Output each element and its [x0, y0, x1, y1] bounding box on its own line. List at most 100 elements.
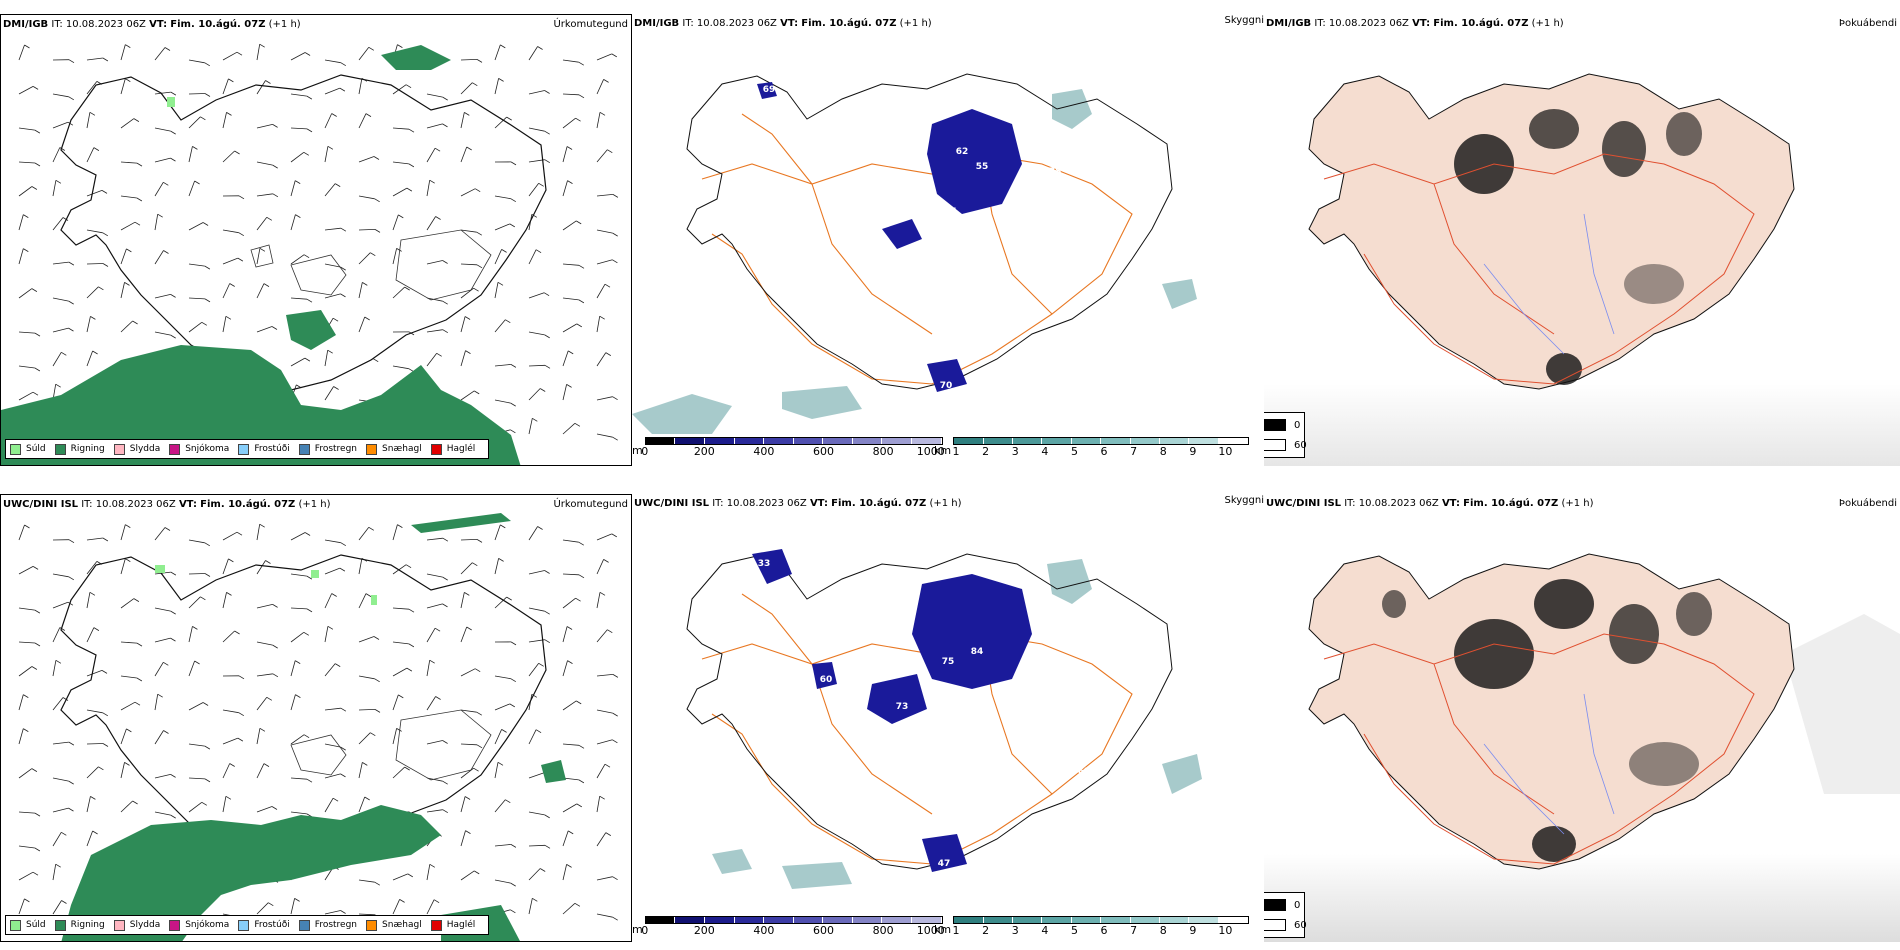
wind-barb [52, 573, 69, 578]
wind-barb-flag [567, 660, 573, 664]
wind-barb [188, 297, 206, 300]
wind-barb-flag [67, 601, 74, 606]
wind-barb-flag [398, 214, 404, 219]
wind-barb-flag [23, 248, 29, 252]
vis-label: 67 [1062, 332, 1075, 342]
wind-barb [494, 596, 507, 609]
vis-label: 170 [1091, 637, 1110, 647]
fog-title: Þokuábendi [1838, 498, 1897, 509]
wind-barb [426, 660, 431, 677]
wind-barb-flag [544, 130, 550, 135]
wind-barb [18, 566, 34, 575]
wind-barb-flag [294, 660, 301, 664]
wind-barb-flag [476, 264, 483, 269]
wind-barb-flag [237, 257, 244, 262]
visibility-title: Skyggni [1224, 15, 1264, 26]
wind-barb [392, 286, 405, 299]
wind-barb-flag [225, 795, 232, 800]
wind-barb-flag [544, 639, 551, 644]
wind-barb [86, 743, 104, 745]
wind-barb-flag [578, 744, 585, 749]
wind-barb-flag [272, 124, 278, 128]
wind-barb-flag [605, 832, 612, 836]
wind-barb-flag [238, 195, 245, 200]
scale-tick: 8 [1159, 445, 1167, 458]
vis-label: 75 [942, 657, 955, 667]
fog-panel-row2: UWC/DINI ISL IT: 10.08.2023 06Z VT: Fim.… [1264, 494, 1900, 942]
wind-barb [426, 297, 443, 302]
wind-barb [562, 743, 580, 746]
wind-barb-flag [539, 388, 546, 392]
wind-barb-flag [442, 260, 448, 264]
wind-barb-flag [31, 768, 38, 772]
wind-barb [460, 709, 477, 713]
model-name: DMI/IGB [634, 18, 680, 29]
wind-barb [426, 537, 443, 541]
init-time: 10.08.2023 06Z [726, 498, 807, 509]
wind-barb-flag [612, 876, 618, 881]
wind-barb-flag [506, 116, 512, 121]
wind-barb [188, 573, 206, 575]
wind-barb [392, 766, 405, 779]
wind-barb [120, 762, 125, 779]
wind-barb-flag [599, 591, 606, 596]
wind-barb [494, 399, 511, 404]
scale-unit: km [934, 923, 952, 936]
wind-barb-flag [136, 197, 143, 202]
precip-panel-row2: UWC/DINI ISL IT: 10.08.2023 06Z VT: Fim.… [0, 494, 632, 942]
low-visibility-areas [752, 549, 1032, 872]
wind-barb-flag [339, 87, 346, 92]
wind-barb-flag [611, 53, 618, 58]
wind-barb-flag [32, 566, 39, 570]
valid-time: Fim. 10.ágú. 07Z [831, 498, 927, 509]
fog-shading [1382, 579, 1712, 862]
wind-barb [596, 559, 604, 575]
wind-barb-flag [32, 86, 39, 90]
wind-barb-flag [229, 763, 235, 767]
wind-barb-flag [304, 357, 311, 362]
vis-label: 47 [938, 859, 951, 869]
wind-barb [18, 524, 25, 541]
wind-barb-flag [429, 863, 436, 868]
wind-barb [86, 286, 99, 299]
wind-barb-flag [442, 96, 448, 101]
wind-barb-flag [125, 558, 131, 562]
legend-item-rain: Rigning [54, 919, 105, 931]
wind-barb-flag [332, 317, 339, 322]
wind-barb [392, 248, 397, 265]
wind-barb-flag [599, 111, 606, 116]
wind-barb [562, 423, 576, 435]
wind-barb [528, 663, 540, 677]
drizzle-areas [167, 97, 175, 107]
wind-barb [392, 524, 398, 541]
wind-barb-flag [476, 711, 483, 716]
wind-barb [460, 870, 475, 881]
wind-barb-flag [544, 364, 551, 369]
wind-barb-flag [498, 558, 504, 562]
iceland-outline [60, 74, 547, 391]
init-time: 10.08.2023 06Z [696, 18, 777, 29]
wind-barb [528, 249, 537, 265]
wind-barb [290, 694, 296, 711]
wind-barb [86, 796, 91, 813]
scale-tick: 6 [1100, 924, 1108, 937]
wind-barb-flag [126, 728, 132, 733]
wind-barb [460, 112, 465, 129]
wind-barb-flag [567, 830, 574, 835]
wind-barb-flag [365, 593, 372, 597]
wind-barb [562, 660, 568, 677]
drizzle-areas [155, 565, 377, 605]
wind-barb [52, 807, 69, 813]
wind-barb-flag [612, 712, 618, 717]
wind-barb [596, 259, 613, 265]
wind-barb-flag [68, 300, 74, 305]
legend-label: Frostregn [314, 444, 358, 454]
wind-barb-flag [170, 91, 177, 96]
wind-barb-flag [473, 870, 480, 875]
wind-barb [120, 78, 126, 95]
panel-header: UWC/DINI ISL IT: 10.08.2023 06Z VT: Fim.… [634, 497, 962, 511]
wind-barb-flag [578, 299, 585, 304]
wind-barb [188, 93, 206, 95]
wind-barb-flag [567, 350, 574, 355]
wind-barb [256, 641, 273, 646]
